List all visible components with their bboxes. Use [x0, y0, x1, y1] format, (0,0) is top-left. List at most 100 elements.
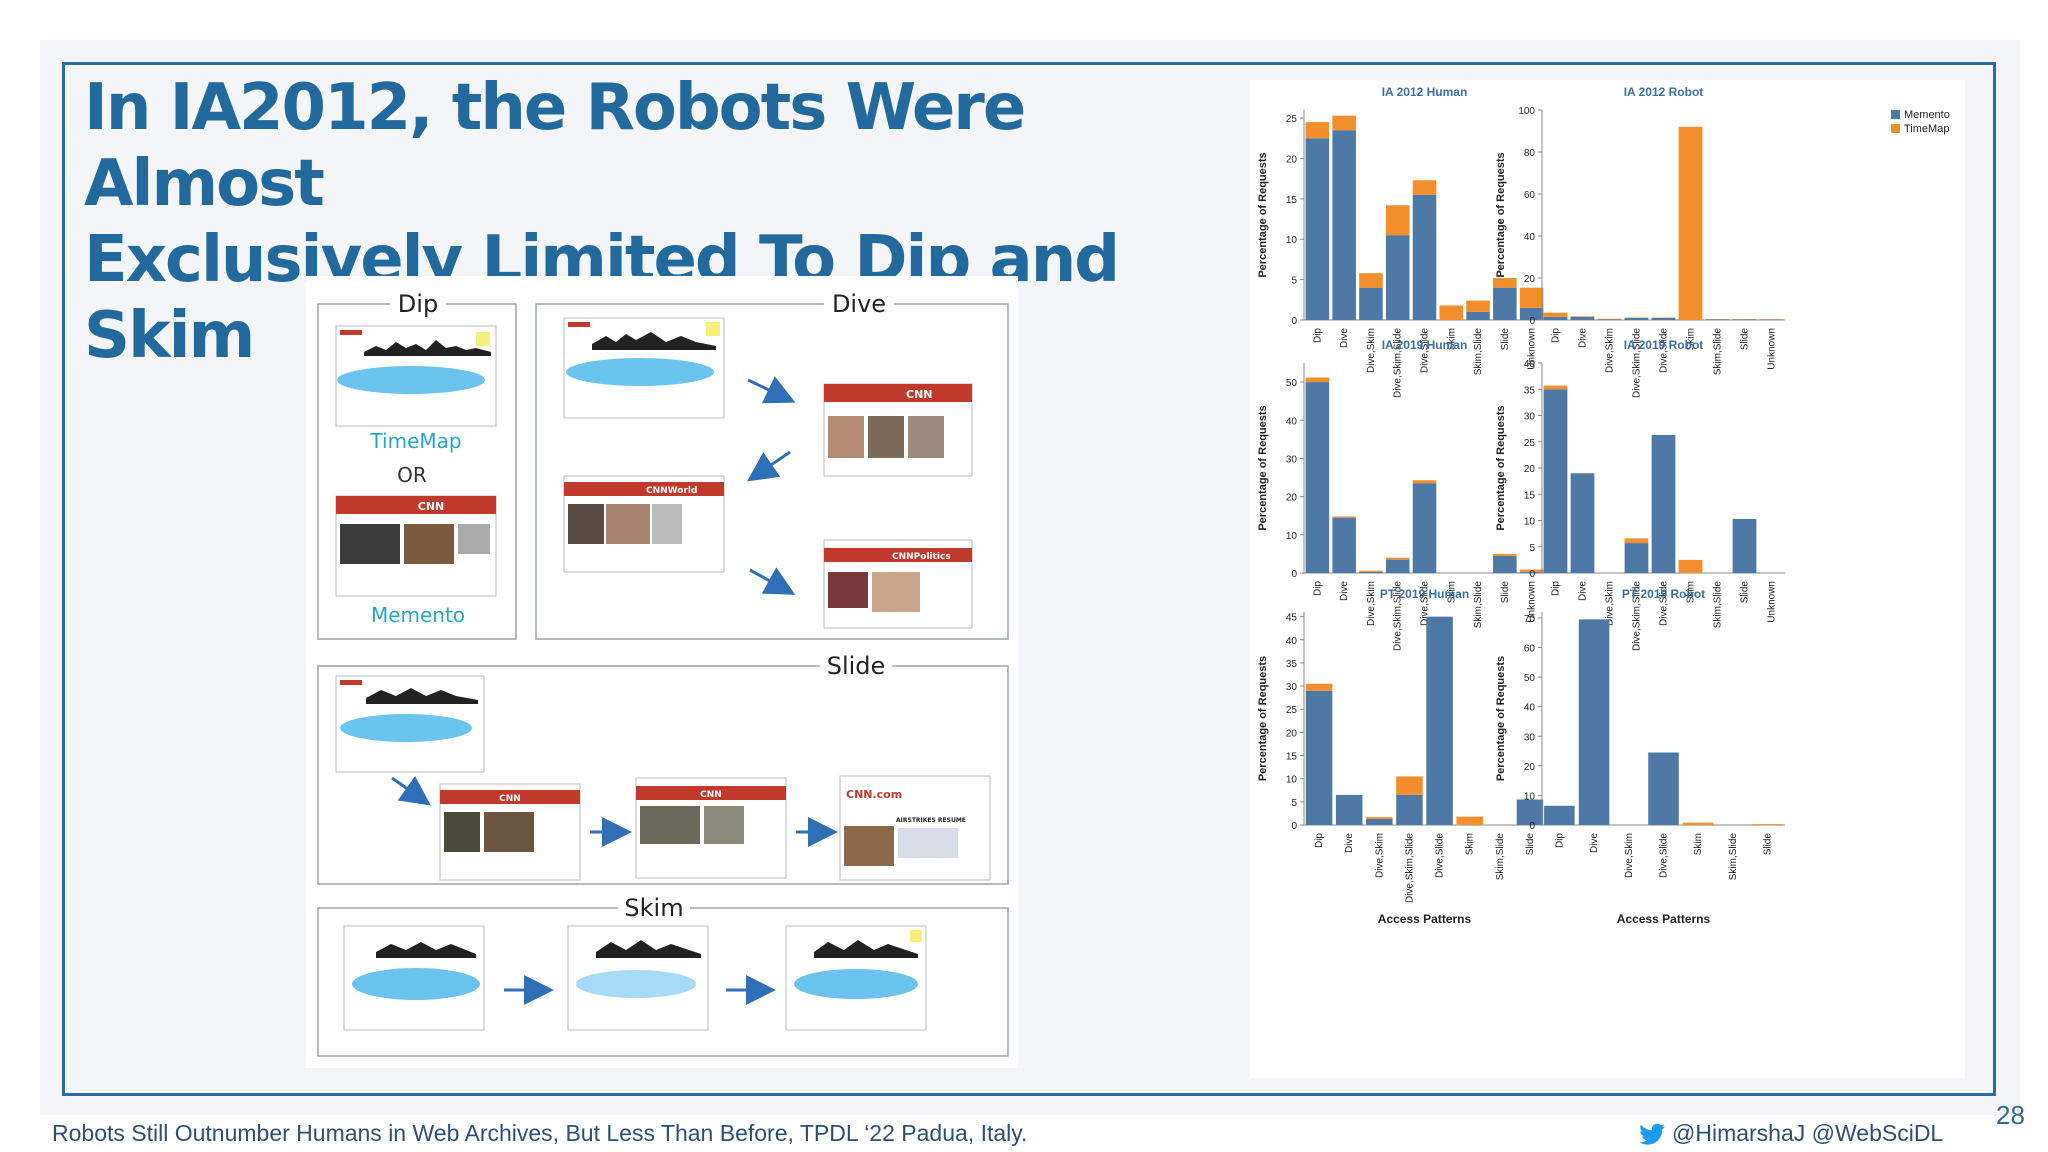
bar-memento: [1519, 307, 1544, 320]
chart-title: IA 2012 Robot: [1624, 85, 1704, 99]
y-tick-label: 60: [1524, 190, 1536, 201]
bar-memento: [1544, 805, 1575, 825]
x-tick-label: Dip: [1551, 328, 1562, 343]
x-tick-label: Skim,Slide: [1713, 328, 1724, 376]
skim-timemap-thumbnail-1: [343, 925, 485, 1031]
x-tick-label: Dive,Skim,Slide: [1393, 328, 1404, 398]
x-tick-label: Dive,Skim: [1624, 833, 1635, 878]
bar-memento: [1385, 235, 1410, 320]
legend-swatch-memento: [1891, 110, 1900, 119]
x-tick-label: Skim,Slide: [1713, 581, 1724, 629]
bar-timemap: [1332, 516, 1356, 518]
x-tick-label: Slide: [1500, 328, 1511, 351]
y-tick-label: 25: [1286, 705, 1298, 716]
y-tick-label: 45: [1286, 613, 1298, 624]
y-axis-label: Percentage of Requests: [1495, 656, 1507, 781]
x-tick-label: Dive: [1578, 581, 1589, 601]
x-tick-label: Dive,Slide: [1420, 581, 1431, 626]
dip-timemap-thumbnail: [335, 325, 497, 427]
bar-timemap: [1493, 553, 1517, 556]
x-tick-label: Skim,Slide: [1495, 833, 1506, 881]
dive-arrow-3: [749, 567, 796, 595]
x-tick-label: Dive: [1339, 581, 1350, 601]
chart-title: IA 2012 Human: [1382, 85, 1468, 99]
dive-memento-thumbnail-1: CNN: [823, 383, 973, 477]
y-tick-label: 0: [1529, 316, 1535, 327]
page-number: 28: [1996, 1100, 2025, 1130]
y-tick-label: 25: [1286, 114, 1298, 125]
bar-memento: [1578, 619, 1610, 825]
x-tick-label: Skim: [1446, 581, 1457, 603]
bar-memento: [1597, 319, 1622, 320]
or-label: OR: [397, 463, 427, 487]
x-tick-label: Dip: [1312, 581, 1323, 596]
y-tick-label: 40: [1524, 703, 1536, 714]
bar-timemap: [1570, 316, 1595, 317]
y-axis-label: Percentage of Requests: [1257, 152, 1269, 277]
bar-memento: [1493, 287, 1517, 320]
x-tick-label: Unknown: [1527, 581, 1538, 623]
x-tick-label: Unknown: [1527, 328, 1538, 370]
chart-4: PT 2019 Human Percentage of Requests 0 5 10 1…: [1257, 587, 1545, 926]
y-tick-label: 10: [1286, 775, 1298, 786]
bar-memento: [1359, 287, 1383, 320]
dive-arrow-2: [747, 450, 791, 482]
bar-memento: [1624, 317, 1649, 320]
timemap-label: TimeMap: [369, 429, 461, 453]
y-tick-label: 20: [1524, 464, 1536, 475]
bar-memento: [1426, 616, 1453, 825]
y-tick-label: 10: [1524, 517, 1536, 528]
x-axis-label: Access Patterns: [1617, 912, 1711, 926]
bar-timemap: [1396, 776, 1423, 795]
bar-memento: [1732, 518, 1757, 573]
x-tick-label: Dive,Slide: [1659, 328, 1670, 373]
bar-timemap: [1412, 180, 1437, 195]
airstrikes-headline: AIRSTRIKES RESUME: [896, 817, 966, 824]
dive-arrow-1: [747, 376, 796, 404]
bar-timemap: [1305, 122, 1330, 139]
x-tick-label: Skim: [1446, 328, 1457, 350]
bar-memento: [1335, 794, 1363, 825]
slide-arrow-1: [391, 775, 431, 806]
bar-memento: [1651, 317, 1676, 320]
y-axis-label: Percentage of Requests: [1257, 656, 1269, 781]
bar-memento: [1412, 194, 1437, 320]
access-pattern-diagram: Dip Dive Slide Skim TimeMap OR CNN Memen…: [306, 276, 1018, 1068]
y-tick-label: 30: [1286, 682, 1298, 693]
footer-handles: @HimarshaJ @WebSciDL: [1672, 1120, 1944, 1146]
y-axis-label: Percentage of Requests: [1495, 152, 1507, 277]
y-tick-label: 15: [1286, 752, 1298, 763]
slide-frame: [62, 62, 1996, 1096]
y-tick-label: 0: [1291, 821, 1297, 832]
skim-label: Skim: [624, 894, 683, 922]
twitter-icon: [1640, 1123, 1665, 1145]
bar-timemap: [1624, 538, 1649, 544]
y-axis-label: Percentage of Requests: [1495, 405, 1507, 530]
bar-memento: [1543, 316, 1568, 320]
dive-memento-thumbnail-3: CNNPolitics: [823, 539, 973, 629]
bar-timemap: [1359, 570, 1383, 572]
bar-timemap: [1332, 115, 1356, 131]
bar-timemap: [1682, 822, 1714, 825]
bar-timemap: [1597, 318, 1622, 320]
x-tick-label: Dive: [1578, 328, 1589, 348]
chart-title: PT 2019 Robot: [1622, 587, 1705, 601]
x-tick-label: Dive,Skim,Slide: [1632, 328, 1643, 398]
y-tick-label: 35: [1286, 659, 1298, 670]
bar-timemap: [1366, 817, 1393, 819]
y-tick-label: 80: [1524, 148, 1536, 159]
legend-label-timemap: TimeMap: [1904, 123, 1949, 135]
x-tick-label: Skim: [1693, 833, 1704, 855]
x-tick-label: Skim,Slide: [1473, 581, 1484, 629]
x-tick-label: Dive,Skim: [1366, 328, 1377, 373]
slide-memento-thumbnail-1: CNN: [439, 783, 581, 881]
x-tick-label: Unknown: [1767, 581, 1778, 623]
y-tick-label: 30: [1524, 412, 1536, 423]
x-tick-label: Skim: [1465, 833, 1476, 855]
bar-timemap: [1678, 126, 1703, 320]
x-tick-label: Dive,Skim,Slide: [1404, 833, 1415, 903]
slide-label: Slide: [827, 652, 886, 680]
bar-memento: [1543, 389, 1568, 573]
x-tick-label: Dive: [1339, 328, 1350, 348]
y-tick-label: 40: [1286, 416, 1298, 427]
